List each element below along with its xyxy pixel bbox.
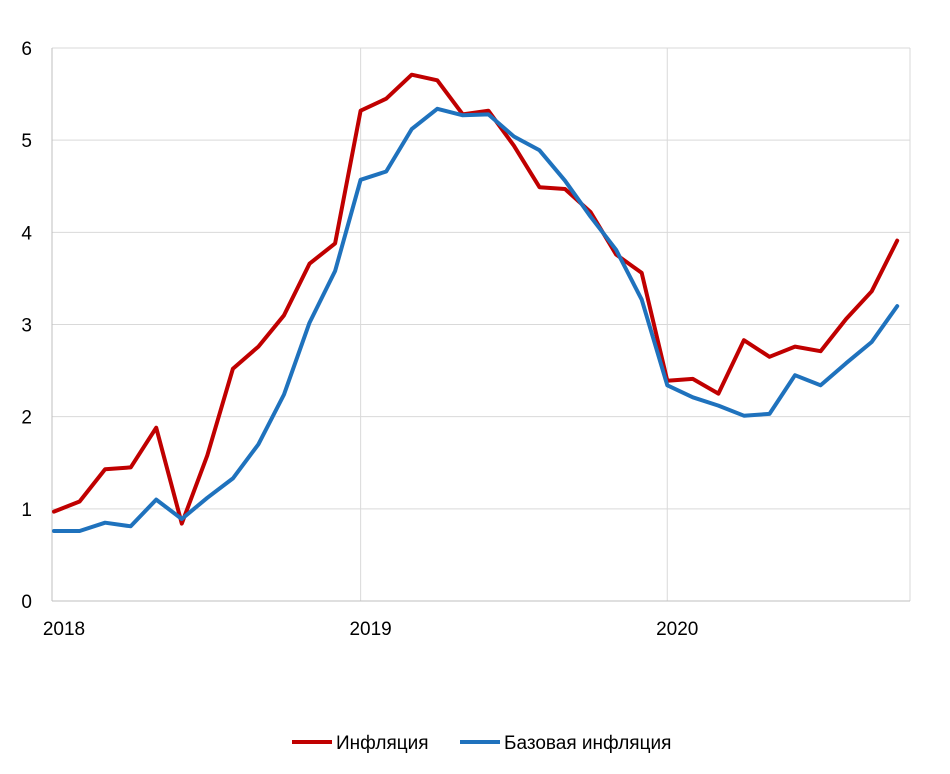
y-tick-label: 4 <box>21 223 32 244</box>
legend-label-1: Инфляция <box>336 733 429 754</box>
y-tick-label: 5 <box>21 131 32 152</box>
y-axis-ticks: 0 1 2 3 4 5 6 <box>21 39 32 613</box>
y-tick-label: 1 <box>21 500 32 521</box>
x-tick-label: 2020 <box>656 619 698 640</box>
y-tick-label: 3 <box>21 316 32 337</box>
series-line-1 <box>52 72 900 526</box>
axes <box>51 48 910 602</box>
y-tick-label: 2 <box>21 408 32 429</box>
y-tick-label: 0 <box>21 592 32 613</box>
series-lines <box>52 72 900 533</box>
y-tick-label: 6 <box>21 39 32 60</box>
grid <box>52 47 911 601</box>
legend-label-2: Базовая инфляция <box>504 733 671 754</box>
legend: Инфляция Базовая инфляция <box>292 733 671 754</box>
series-line-2 <box>52 106 900 533</box>
x-axis-ticks: 2018 2019 2020 <box>43 619 699 640</box>
x-tick-label: 2019 <box>349 619 391 640</box>
x-tick-label: 2018 <box>43 619 85 640</box>
